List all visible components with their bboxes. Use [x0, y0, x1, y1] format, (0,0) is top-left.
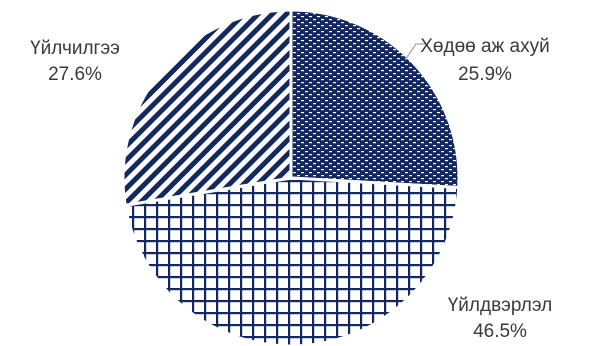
pie-slice-label: Үйлчилгээ	[30, 38, 120, 59]
pie-slice-value-label: 46.5%	[473, 321, 527, 342]
pie-slice-value-label: 27.6%	[48, 64, 102, 85]
pie-slice	[123, 176, 461, 346]
pie-slice-label: Үйлдвэрлэл	[448, 295, 553, 316]
pie-slices	[121, 8, 461, 346]
pie-slice	[121, 8, 293, 208]
pie-slice-label: Хөдөө аж ахуй	[420, 36, 549, 57]
pie-slice	[289, 8, 461, 190]
pie-leader-line	[404, 43, 428, 61]
pie-leader-lines	[404, 43, 428, 61]
pie-slice-value-label: 25.9%	[458, 64, 512, 85]
pie-labels: Хөдөө аж ахуй 25.9% Үйлдвэрлэл 46.5% Үйлчилг…	[30, 36, 552, 342]
